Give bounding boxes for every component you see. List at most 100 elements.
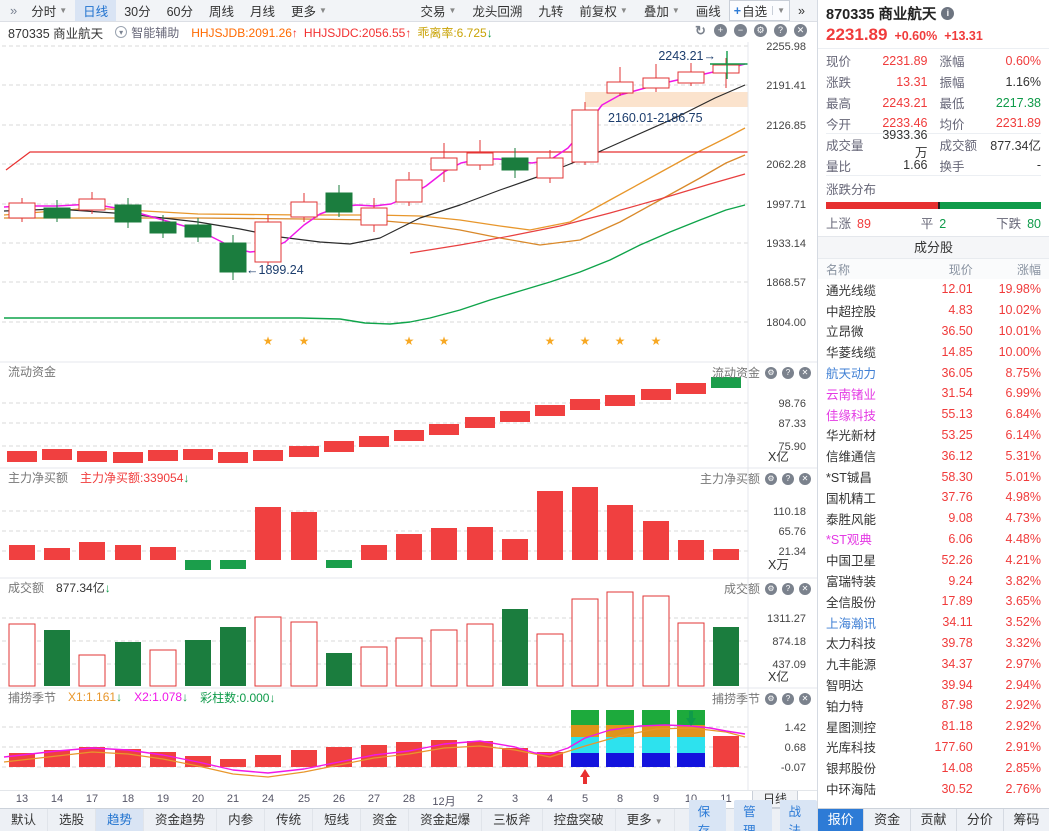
tab-30分[interactable]: 30分	[124, 5, 151, 19]
toolbar-item-画线[interactable]: 画线	[695, 5, 721, 19]
action-保存[interactable]: 保存	[688, 800, 727, 831]
constituent-row[interactable]: 中环海陆 30.52 2.76%	[826, 781, 1041, 798]
constituent-row[interactable]: 华菱线缆 14.85 10.00%	[826, 344, 1041, 361]
info-icon[interactable]: i	[941, 7, 955, 20]
help-icon[interactable]: ?	[782, 472, 794, 485]
constituent-row[interactable]: 富瑞特装 9.24 3.82%	[826, 573, 1041, 590]
strategy-tab-选股[interactable]: 选股	[48, 808, 97, 831]
action-管理[interactable]: 管理	[734, 800, 772, 831]
svg-text:1868.57: 1868.57	[766, 277, 806, 289]
strategy-tab-短线[interactable]: 短线	[313, 808, 362, 831]
x-axis-label: 3	[511, 793, 519, 805]
panel-tab-报价[interactable]: 报价	[818, 809, 865, 831]
close-icon[interactable]: ✕	[799, 692, 811, 705]
constituent-row[interactable]: 智明达 39.94 2.94%	[826, 677, 1041, 694]
constituents-list: 通光线缆 12.01 19.98% 中超控股 4.83 10.02% 立昂微 36.50 10.…	[818, 279, 1049, 799]
constituent-row[interactable]: 通光线缆 12.01 19.98%	[826, 282, 1041, 298]
constituent-row[interactable]: 九丰能源 34.37 2.97%	[826, 656, 1041, 673]
strategy-tab-内参[interactable]: 内参	[217, 808, 266, 831]
svg-text:65.76: 65.76	[778, 526, 806, 538]
help-icon[interactable]: ?	[782, 366, 794, 379]
svg-text:110.18: 110.18	[773, 506, 806, 518]
panel-tab-筹码[interactable]: 筹码	[1003, 809, 1049, 831]
constituent-row[interactable]: 星图测控 81.18 2.92%	[826, 719, 1041, 735]
constituent-row[interactable]: 航天动力 36.05 8.75%	[826, 365, 1041, 382]
constituent-row[interactable]: 云南锗业 31.54 6.99%	[826, 386, 1041, 402]
up-arrow-icon: ↑	[291, 25, 298, 40]
strategy-tab-资金起爆[interactable]: 资金起爆	[409, 808, 483, 831]
toolbar-item-自选[interactable]: + 自选 ▼	[728, 0, 791, 21]
zoom-out-icon[interactable]: −	[734, 24, 747, 37]
tab-周线[interactable]: 周线	[209, 5, 235, 19]
strategy-tab-更多[interactable]: 更多 ▼	[616, 808, 675, 831]
constituent-row[interactable]: 光库科技 177.60 2.91%	[826, 739, 1041, 756]
constituent-row[interactable]: 中超控股 4.83 10.02%	[826, 303, 1041, 319]
strategy-tab-默认[interactable]: 默认	[0, 808, 49, 831]
strategy-tab-趋势[interactable]: 趋势	[96, 808, 145, 831]
settings-icon[interactable]: ⚙	[765, 582, 777, 595]
panel-tab-分价[interactable]: 分价	[957, 809, 1004, 831]
tab-60分[interactable]: 60分	[166, 5, 193, 19]
stock-chart-canvas[interactable]: ★ ★ ★ ★ ★ ★ ★ ★ 2243.21→ 2160.01-2186.75 ←1899.24 2…	[0, 41, 817, 790]
constituent-row[interactable]: 上海瀚讯 34.11 3.52%	[826, 615, 1041, 631]
close-icon[interactable]: ✕	[794, 24, 807, 37]
toolbar-item-交易[interactable]: 交易 ▼	[420, 5, 457, 19]
constituent-row[interactable]: 华光新材 53.25 6.14%	[826, 427, 1041, 444]
svg-text:98.76: 98.76	[778, 398, 806, 410]
constituent-row[interactable]: 信维通信 36.12 5.31%	[826, 448, 1041, 465]
constituent-row[interactable]: *ST观典 6.06 4.48%	[826, 531, 1041, 548]
toolbar-item-九转[interactable]: 九转	[538, 5, 564, 19]
help-icon[interactable]: ?	[774, 24, 787, 37]
smart-assist-toggle[interactable]: ▾ 智能辅助	[115, 24, 179, 41]
constituent-row[interactable]: 立昂微 36.50 10.01%	[826, 323, 1041, 340]
more-toolbar-icon[interactable]: »	[798, 3, 805, 18]
help-icon[interactable]: ?	[782, 582, 794, 595]
strategy-tab-三板斧[interactable]: 三板斧	[482, 808, 543, 831]
strategy-tab-资金[interactable]: 资金	[361, 808, 410, 831]
settings-icon[interactable]: ⚙	[765, 472, 777, 485]
chevron-down-icon: ▼	[319, 6, 327, 15]
constituent-row[interactable]: *ST铖昌 58.30 5.01%	[826, 469, 1041, 486]
help-icon[interactable]: ?	[782, 692, 794, 705]
constituent-row[interactable]: 国机精工 37.76 4.98%	[826, 490, 1041, 506]
constituent-row[interactable]: 银邦股份 14.08 2.85%	[826, 760, 1041, 777]
tab-更多[interactable]: 更多 ▼	[291, 5, 327, 19]
constituent-row[interactable]: 铂力特 87.98 2.92%	[826, 698, 1041, 714]
x-axis-label: 24	[261, 793, 275, 805]
close-icon[interactable]: ✕	[799, 366, 811, 379]
constituent-row[interactable]: 泰胜风能 9.08 4.73%	[826, 511, 1041, 527]
panel-tab-贡献[interactable]: 贡献	[910, 809, 958, 831]
indicator-values: HHJSJDB:2091.26↑ HHJSJDC:2056.55↑ 乖离率:6.72…	[191, 24, 498, 41]
action-战法[interactable]: 战法	[779, 800, 818, 831]
constituent-row[interactable]: 佳缘科技 55.13 6.84%	[826, 407, 1041, 423]
toolbar-item-叠加[interactable]: 叠加 ▼	[643, 5, 680, 19]
zoom-in-icon[interactable]: +	[714, 24, 727, 37]
close-icon[interactable]: ✕	[799, 472, 811, 485]
constituent-row[interactable]: 太力科技 39.78 3.32%	[826, 635, 1041, 652]
strategy-tab-控盘突破[interactable]: 控盘突破	[543, 808, 616, 831]
toolbar-item-前复权[interactable]: 前复权 ▼	[579, 5, 628, 19]
settings-icon[interactable]: ⚙	[765, 692, 777, 705]
indicator-value: HHJSJDB:2091.26↑	[191, 25, 298, 40]
candlestick-series	[8, 58, 740, 280]
tab-日线[interactable]: 日线	[75, 0, 117, 21]
subchart-header-fishing-season: 捕捞季节 X1:1.161↓ X2:1.078↓ 彩柱数:0.000↓ 捕捞季节 ⚙? ✕	[0, 688, 817, 706]
strategy-tab-资金趋势[interactable]: 资金趋势	[144, 808, 218, 831]
expand-toolbar-icon[interactable]: »	[10, 3, 18, 18]
tab-月线[interactable]: 月线	[250, 5, 276, 19]
panel-tab-资金[interactable]: 资金	[864, 809, 911, 831]
tab-分时[interactable]: 分时 ▼	[31, 5, 68, 19]
period-tabs: 分时 ▼ 日线 30分 60分 周线 月线 更多 ▼	[23, 0, 335, 22]
refresh-icon[interactable]: ↻	[695, 23, 706, 38]
svg-text:1997.71: 1997.71	[766, 199, 806, 211]
svg-text:0.68: 0.68	[785, 742, 806, 754]
close-icon[interactable]: ✕	[799, 582, 811, 595]
toolbar-item-龙头回溯[interactable]: 龙头回溯	[472, 5, 523, 19]
chart-area[interactable]: ★ ★ ★ ★ ★ ★ ★ ★ 2243.21→ 2160.01-2186.75 ←1899.24 2…	[0, 41, 817, 790]
settings-icon[interactable]: ⚙	[765, 366, 777, 379]
strategy-tab-传统[interactable]: 传统	[265, 808, 314, 831]
constituent-row[interactable]: 中国卫星 52.26 4.21%	[826, 552, 1041, 569]
settings-icon[interactable]: ⚙	[754, 24, 767, 37]
constituent-row[interactable]: 全信股份 17.89 3.65%	[826, 594, 1041, 610]
